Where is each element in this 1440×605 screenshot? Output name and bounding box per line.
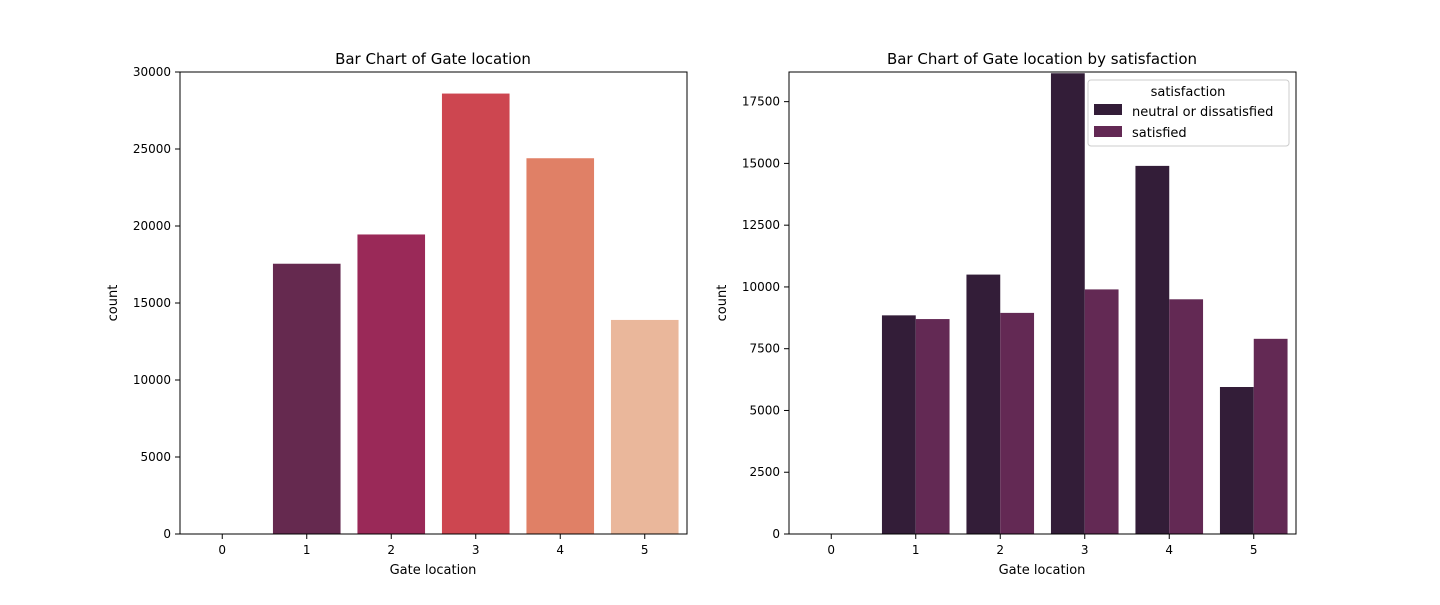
chart1-y-ticks: 0 5000 10000 15000 20000 25000 30000 <box>133 65 180 541</box>
chart1-y-tick-label: 20000 <box>133 219 171 233</box>
chart2-bar-gate-1-neutral-or-dissatisfied <box>881 315 916 534</box>
chart1-x-tick-label: 4 <box>556 543 564 557</box>
legend-box <box>1087 79 1290 147</box>
chart2-x-tick-label: 4 <box>1165 543 1173 557</box>
chart2-x-tick-label: 2 <box>996 543 1004 557</box>
chart2-axes-frame <box>788 71 1297 535</box>
chart1-title: Bar Chart of Gate location <box>335 50 531 68</box>
chart1-y-tick-label: 30000 <box>133 65 171 79</box>
legend-swatch-neutral-or-dissatisfied <box>1094 104 1122 115</box>
chart1-x-tick-label: 1 <box>303 543 311 557</box>
chart2-y-tick-label: 0 <box>772 527 780 541</box>
chart1-x-tick-label: 3 <box>472 543 480 557</box>
chart2-bar-gate-3-satisfied <box>1084 289 1119 534</box>
legend-label-neutral-or-dissatisfied: neutral or dissatisfied <box>1132 105 1273 120</box>
chart2-y-axis-label: count <box>715 285 730 322</box>
chart1-x-axis-label: Gate location <box>390 563 477 578</box>
chart2-y-tick-label: 12500 <box>742 218 780 232</box>
chart2-bar-gate-5-satisfied <box>1253 338 1288 534</box>
chart1-bar-gate-2 <box>357 234 426 534</box>
legend-title: satisfaction <box>1151 85 1226 100</box>
chart2-y-tick-label: 10000 <box>742 280 780 294</box>
chart1-bar-gate-4 <box>526 158 595 535</box>
chart2-legend: satisfaction neutral or dissatisfied sat… <box>1087 79 1290 147</box>
chart2-bar-gate-1-satisfied <box>915 319 950 534</box>
chart2-bar-gate-5-neutral-or-dissatisfied <box>1219 387 1254 534</box>
chart2-x-tick-label: 3 <box>1081 543 1089 557</box>
chart2-bar-gate-4-satisfied <box>1169 299 1204 534</box>
chart2-y-tick-label: 15000 <box>742 156 780 170</box>
chart2-bar-gate-2-neutral-or-dissatisfied <box>966 274 1001 534</box>
chart-gate-location-by-satisfaction: Bar Chart of Gate location by satisfacti… <box>715 50 1297 578</box>
chart1-bar-gate-3 <box>441 93 510 534</box>
chart2-title: Bar Chart of Gate location by satisfacti… <box>887 50 1197 68</box>
chart1-x-tick-label: 0 <box>218 543 226 557</box>
chart1-y-tick-label: 10000 <box>133 373 171 387</box>
chart2-y-tick-label: 5000 <box>749 403 780 417</box>
legend-swatch-satisfied <box>1094 126 1122 137</box>
chart2-y-tick-label: 2500 <box>749 465 780 479</box>
chart2-bar-gate-2-satisfied <box>1000 312 1035 534</box>
chart1-bar-gate-1 <box>272 263 341 534</box>
chart2-x-tick-label: 1 <box>912 543 920 557</box>
chart1-x-tick-label: 5 <box>641 543 649 557</box>
chart2-y-tick-label: 7500 <box>749 342 780 356</box>
chart2-bars <box>881 73 1288 534</box>
chart2-bar-gate-4-neutral-or-dissatisfied <box>1135 165 1170 534</box>
chart1-bars <box>272 93 679 535</box>
chart1-y-tick-label: 0 <box>163 527 171 541</box>
chart2-y-ticks: 0 2500 5000 7500 10000 12500 15000 17500 <box>742 95 789 541</box>
chart2-bar-gate-3-neutral-or-dissatisfied <box>1050 73 1085 534</box>
chart1-y-tick-label: 25000 <box>133 142 171 156</box>
chart1-axes-frame <box>179 71 688 535</box>
chart2-y-tick-label: 17500 <box>742 95 780 109</box>
chart-gate-location: Bar Chart of Gate location 0 1 2 3 4 5 0 5000 1… <box>106 50 688 578</box>
chart1-y-axis-label: count <box>106 285 121 322</box>
chart1-y-tick-label: 5000 <box>140 450 171 464</box>
chart2-x-axis-label: Gate location <box>999 563 1086 578</box>
chart2-x-tick-label: 5 <box>1250 543 1258 557</box>
chart2-x-tick-label: 0 <box>827 543 835 557</box>
chart1-x-tick-label: 2 <box>387 543 395 557</box>
legend-label-satisfied: satisfied <box>1132 126 1187 141</box>
chart2-x-ticks: 0 1 2 3 4 5 <box>827 534 1258 557</box>
chart1-x-ticks: 0 1 2 3 4 5 <box>218 534 649 557</box>
chart1-bar-gate-5 <box>610 319 679 534</box>
chart1-y-tick-label: 15000 <box>133 296 171 310</box>
